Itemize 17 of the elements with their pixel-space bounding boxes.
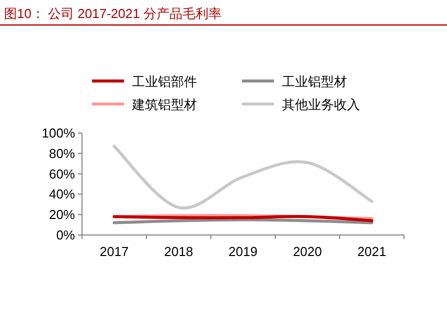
y-tick-label: 100% xyxy=(42,126,76,140)
x-tick-label: 2021 xyxy=(357,244,386,259)
y-tick-label: 20% xyxy=(48,207,76,222)
legend-label: 工业铝型材 xyxy=(282,74,347,89)
chart-title: 图10： 公司 2017-2021 分产品毛利率 xyxy=(4,6,222,21)
legend-label: 工业铝部件 xyxy=(132,74,197,89)
legend-label: 其他业务收入 xyxy=(282,97,360,112)
y-tick-label: 40% xyxy=(48,186,76,202)
x-tick-label: 2019 xyxy=(228,244,258,259)
line-series xyxy=(112,144,374,210)
y-tick-label: 60% xyxy=(48,166,76,182)
x-tick-label: 2018 xyxy=(164,244,194,259)
x-tick-label: 2020 xyxy=(292,244,322,259)
y-tick-label: 80% xyxy=(48,146,76,161)
x-tick-label: 2017 xyxy=(100,244,129,259)
y-tick-label: 0% xyxy=(56,228,76,242)
legend-label: 建筑铝型材 xyxy=(131,97,197,112)
